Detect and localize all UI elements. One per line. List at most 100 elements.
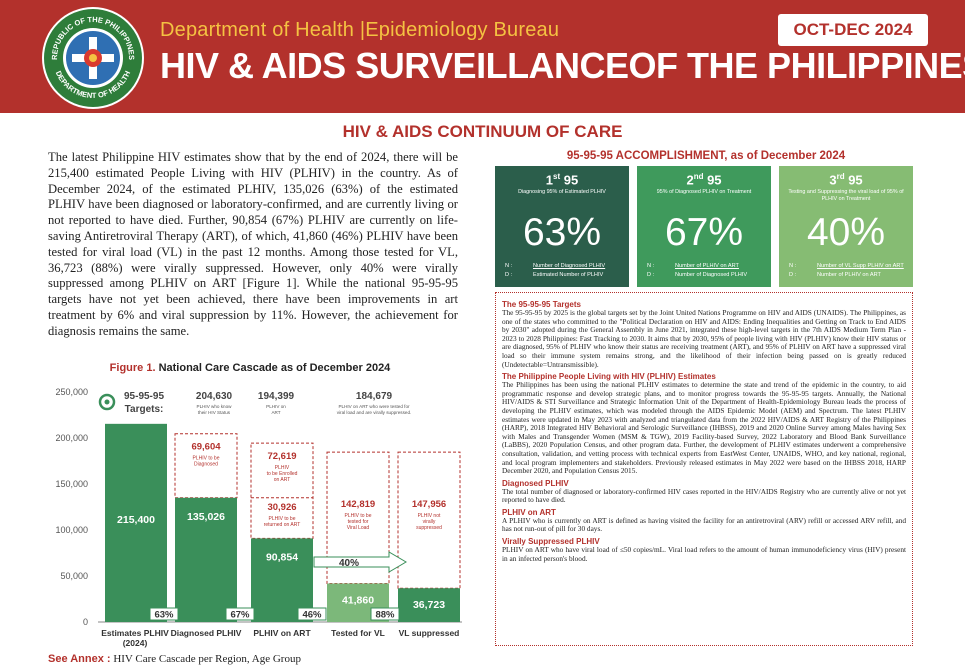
card-subtitle: Diagnosing 95% of Estimated PLHIV [518, 189, 606, 195]
y-tick-label: 0 [83, 617, 88, 627]
gap-desc: PLHIV to be [193, 456, 220, 462]
bar-value-label: 90,854 [266, 551, 298, 563]
figure-caption: Figure 1. National Care Cascade as of De… [0, 362, 500, 374]
gap-value-label: 69,604 [191, 442, 221, 453]
target-gap-box [397, 451, 461, 589]
gap-desc: suppressed [416, 525, 442, 531]
target-desc: PLHIV who know [197, 404, 233, 409]
target-value: 204,630 [196, 391, 233, 402]
card-percent: 67% [664, 211, 744, 254]
intro-paragraph: The latest Philippine HIV estimates show… [48, 150, 458, 338]
note-heading: PLHIV on ART [502, 507, 556, 517]
y-tick-label: 50,000 [60, 571, 88, 581]
bar-value-label: 41,860 [342, 594, 374, 606]
header-band: REPUBLIC OF THE PHILIPPINES DEPARTMENT O… [0, 0, 965, 113]
bar-value-label: 215,400 [117, 514, 155, 526]
card-numerator: N : Number of PLHIV on ART [647, 263, 739, 269]
y-tick-label: 150,000 [55, 479, 88, 489]
targets-label: Targets: [125, 404, 164, 415]
target-card-1: 1st 95 Diagnosing 95% of Estimated PLHIV 6… [495, 166, 629, 287]
annex-note: See Annex : HIV Care Cascade per Region,… [48, 653, 301, 665]
card-ordinal: 2nd 95 [686, 172, 722, 188]
section-title: HIV & AIDS CONTINUUM OF CARE [342, 122, 623, 141]
y-tick-label: 100,000 [55, 525, 88, 535]
card-numerator: N : Number of VL Supp PLHIV on ART [789, 263, 904, 269]
gap-desc: virally [423, 519, 436, 525]
percent-tag [149, 607, 179, 621]
card-denominator: D : Number of Diagnosed PLHIV [647, 272, 748, 278]
card-percent: 63% [522, 211, 602, 254]
x-tick-label: Estimates PLHIV [101, 628, 169, 638]
note-text: The Philippines has been using the natio… [502, 380, 906, 476]
overall-arrow [313, 551, 407, 573]
percent-tag-label: 46% [302, 610, 322, 621]
target-desc: their HIV Status [198, 410, 231, 415]
gap-value-label: 142,819 [341, 499, 375, 510]
card-ordinal: 1st 95 [545, 172, 579, 188]
cascade-bar [175, 497, 237, 622]
gap-desc: PLHIV [275, 465, 290, 471]
targets-label: 95-95-95 [124, 391, 164, 402]
gap-desc: PLHIV to be [269, 516, 296, 522]
target-icon [98, 393, 116, 411]
x-tick-label: PLHIV on ART [253, 628, 311, 638]
y-tick-label: 200,000 [55, 433, 88, 443]
percent-tag-label: 63% [154, 610, 174, 621]
note-heading: The Philippine People Living with HIV (P… [502, 372, 716, 382]
annex-text: HIV Care Cascade per Region, Age Group [113, 653, 301, 665]
note-heading: Virally Suppressed PLHIV [502, 537, 600, 547]
target-desc: viral load and are virally suppressed. [337, 410, 412, 415]
target-desc: PLHIV on [266, 404, 286, 409]
card-ordinal: 3rd 95 [829, 172, 863, 188]
card-numerator: N : Number of Diagnosed PLHIV [505, 263, 606, 269]
cascade-bar [105, 423, 167, 622]
x-tick-label: Tested for VL [331, 628, 385, 638]
note-text: PLHIV on ART who have viral load of ≤50 … [502, 545, 906, 563]
gap-desc: returned on ART [264, 522, 301, 528]
bar-value-label: 36,723 [413, 599, 445, 611]
cascade-bar [398, 588, 460, 622]
care-cascade-chart: 0 50,000 100,000 150,000 200,000 250,000 95-95… [55, 387, 462, 648]
definitions-box: The 95-95-95 Targets The 95-95-95 by 2025… [495, 292, 913, 646]
target-gap-box [250, 442, 314, 539]
gap-desc: to be Enrolled [267, 471, 298, 477]
percent-tag [297, 607, 327, 621]
gap-value-label: 30,926 [267, 502, 296, 513]
note-heading: Diagnosed PLHIV [502, 478, 569, 488]
gap-desc: PLHIV to be [345, 513, 372, 519]
target-card-2: 2nd 95 95% of Diagnosed PLHIV on Treatmen… [637, 166, 771, 287]
annex-label: See Annex : [48, 653, 111, 665]
doh-seal-logo: REPUBLIC OF THE PHILIPPINES DEPARTMENT O… [42, 7, 144, 109]
gap-desc: on ART [274, 477, 291, 483]
figure-label: Figure 1. [109, 362, 156, 374]
target-value: 194,399 [258, 391, 295, 402]
percent-tag [370, 607, 400, 621]
note-heading: The 95-95-95 Targets [502, 300, 581, 309]
gap-desc: tested for [348, 519, 369, 525]
target-card-3: 3rd 95 Testing and Suppressing the viral … [779, 166, 913, 287]
percent-tag-label: 67% [230, 610, 250, 621]
y-tick-label: 250,000 [55, 387, 88, 397]
target-desc: ART [271, 410, 280, 415]
card-denominator: D : Estimated Number of PLHIV [505, 272, 604, 278]
card-percent: 40% [806, 211, 886, 254]
department-name: Department of Health |Epidemiology Burea… [160, 19, 560, 41]
bar-value-label: 135,026 [187, 511, 225, 523]
gap-desc: Diagnosed [194, 462, 218, 468]
card-subtitle: Testing and Suppressing the viral load o… [788, 189, 904, 202]
percent-tag [225, 607, 255, 621]
x-tick-label: VL suppressed [399, 628, 460, 638]
overall-suppression-label: 40% [339, 558, 359, 569]
period-badge: OCT-DEC 2024 [778, 14, 928, 46]
x-tick-label: (2024) [123, 638, 148, 648]
note-text: The 95-95-95 by 2025 is the global targe… [502, 308, 906, 369]
target-gap-box [326, 451, 390, 584]
percent-tag-label: 88% [375, 610, 395, 621]
note-text: The total number of diagnosed or laborat… [502, 486, 906, 505]
note-text: A PLHIV who is currently on ART is defin… [502, 515, 906, 534]
gap-value-label: 147,956 [412, 499, 446, 510]
target-desc: PLHIV on ART who were tested for [338, 404, 410, 409]
accomplishment-title: 95-95-95 ACCOMPLISHMENT, as of December … [566, 150, 846, 162]
report-title: HIV & AIDS SURVEILLANCEOF THE PHILIPPINE… [160, 45, 965, 86]
card-denominator: D : Number of PLHIV on ART [789, 272, 881, 278]
